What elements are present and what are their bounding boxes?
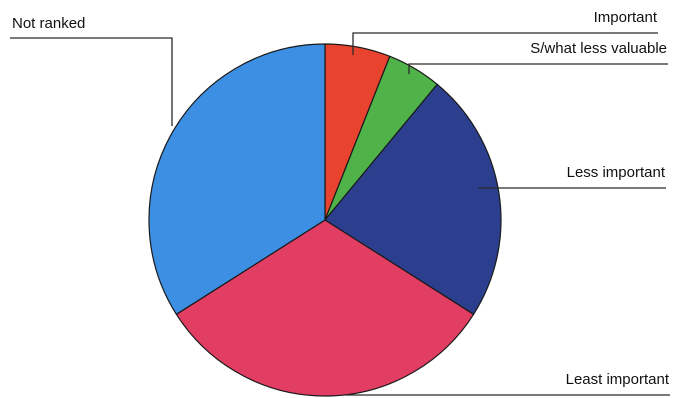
callout-line (408, 63, 668, 74)
pie-slices (148, 43, 502, 397)
callout-line (10, 37, 173, 126)
pie-slice-less-important (324, 83, 502, 315)
slice-label-not-ranked: Not ranked (12, 15, 85, 32)
pie-slice-least-important (175, 219, 475, 397)
callout-line (352, 32, 658, 55)
slice-label-important: Important (594, 9, 658, 26)
slice-label-somewhat-less-valuable: S/what less valuable (530, 40, 667, 57)
callout-lines (10, 32, 670, 396)
slice-label-less-important: Less important (567, 164, 666, 181)
slice-label-least-important: Least important (566, 371, 670, 388)
slice-labels: Important S/what less valuable Less impo… (12, 9, 670, 388)
pie-slice-not-ranked (148, 43, 326, 315)
